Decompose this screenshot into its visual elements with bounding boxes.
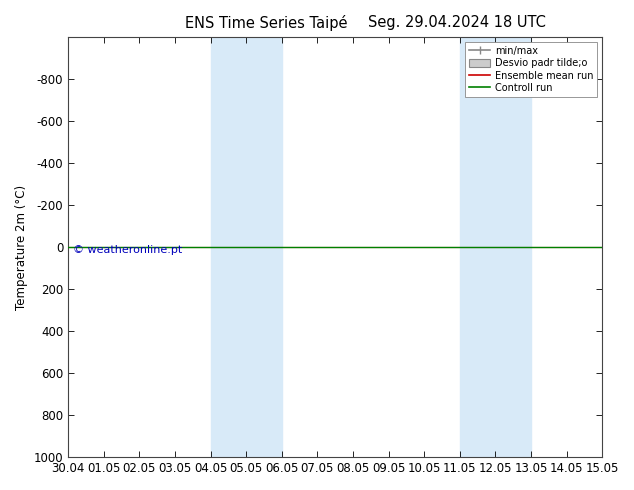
Bar [210, 37, 281, 457]
Text: Seg. 29.04.2024 18 UTC: Seg. 29.04.2024 18 UTC [368, 15, 545, 30]
Y-axis label: Temperature 2m (°C): Temperature 2m (°C) [15, 185, 28, 310]
Bar [460, 37, 531, 457]
Legend: min/max, Desvio padr tilde;o, Ensemble mean run, Controll run: min/max, Desvio padr tilde;o, Ensemble m… [465, 42, 597, 97]
Text: © weatheronline.pt: © weatheronline.pt [74, 245, 183, 255]
Text: ENS Time Series Taipé: ENS Time Series Taipé [185, 15, 347, 31]
